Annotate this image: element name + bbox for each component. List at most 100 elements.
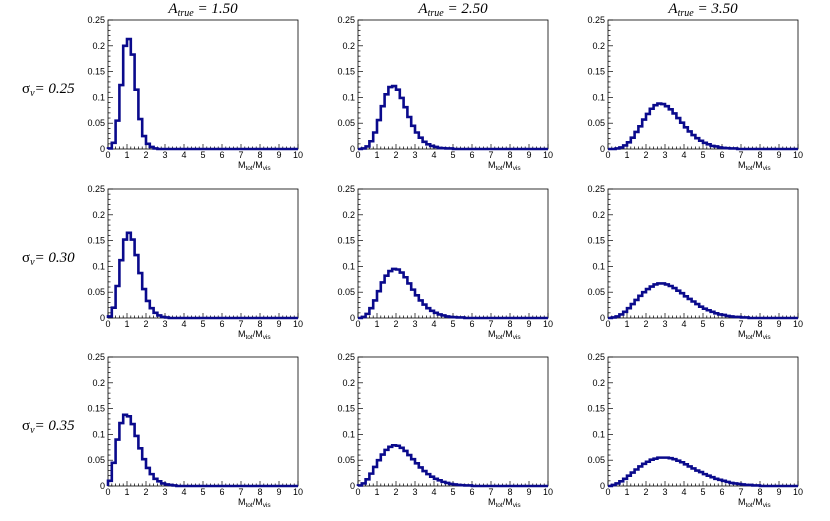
x-axis-label-sep: /M: [503, 329, 513, 339]
y-tick-label: 0.15: [587, 404, 605, 414]
x-tick-label: 4: [431, 319, 436, 329]
x-tick-label: 10: [543, 487, 553, 497]
x-tick-label: 5: [450, 487, 455, 497]
y-tick-label: 0.2: [592, 210, 605, 220]
y-tick-label: 0.15: [87, 236, 105, 246]
x-tick-label: 1: [624, 487, 629, 497]
x-tick-label: 9: [776, 150, 781, 160]
y-tick-label: 0.25: [87, 184, 105, 194]
x-tick-label: 4: [431, 487, 436, 497]
y-tick-label: 0: [600, 313, 605, 323]
x-tick-label: 5: [450, 319, 455, 329]
x-axis-label-sep: /M: [753, 329, 763, 339]
x-axis-label: Mtot/Mvis: [488, 160, 521, 172]
x-tick-label: 9: [776, 487, 781, 497]
plot-frame: [357, 188, 549, 319]
x-tick-label: 8: [257, 150, 262, 160]
x-tick-label: 9: [526, 487, 531, 497]
x-tick-label: 0: [105, 150, 110, 160]
x-axis-label-sub1: tot: [746, 165, 753, 172]
plot-frame: [357, 356, 549, 487]
y-tick-label: 0.1: [592, 261, 605, 271]
x-tick-label: 2: [143, 319, 148, 329]
x-tick-label: 5: [200, 319, 205, 329]
panel-r1-c2: 0 1 2 3 4 5 6 7 8 9 10 0 0.05 0.1 0.15 0.2 0.25 Mtot/Mvis: [337, 15, 553, 172]
column-title-base: A: [417, 1, 428, 17]
x-tick-label: 4: [681, 319, 686, 329]
x-tick-label: 7: [738, 319, 743, 329]
x-tick-label: 6: [719, 319, 724, 329]
x-tick-label: 2: [393, 319, 398, 329]
x-axis-label-main: M: [738, 497, 746, 507]
row-title-base: σ: [22, 250, 30, 266]
x-tick-label: 10: [293, 487, 303, 497]
y-tick-label: 0.25: [587, 184, 605, 194]
x-axis-label: Mtot/Mvis: [238, 329, 271, 341]
x-tick-label: 6: [219, 319, 224, 329]
x-tick-label: 6: [219, 487, 224, 497]
panel-r1-c3: 0 1 2 3 4 5 6 7 8 9 10 0 0.05 0.1 0.15 0.2 0.25 Mtot/Mvis: [587, 15, 803, 172]
row-title-2: σν= 0.30: [22, 250, 75, 268]
x-tick-label: 5: [700, 487, 705, 497]
x-axis-label-main: M: [738, 160, 746, 170]
x-tick-label: 10: [293, 319, 303, 329]
y-tick-label: 0.25: [87, 352, 105, 362]
y-tick-label: 0: [100, 481, 105, 491]
x-axis-label-main: M: [238, 160, 246, 170]
column-title-subscript: true: [428, 8, 445, 19]
x-axis-label-sub2: vis: [263, 334, 272, 341]
y-tick-label: 0: [600, 144, 605, 154]
y-tick-label: 0.25: [337, 352, 355, 362]
x-tick-label: 2: [143, 150, 148, 160]
x-tick-label: 9: [526, 319, 531, 329]
plot-frame: [607, 19, 799, 150]
x-tick-label: 1: [124, 150, 129, 160]
x-tick-label: 7: [488, 150, 493, 160]
histogram-series: [106, 413, 298, 488]
x-tick-label: 3: [162, 319, 167, 329]
x-axis-label-sep: /M: [753, 497, 763, 507]
y-tick-label: 0.25: [587, 15, 605, 25]
y-tick-label: 0.1: [342, 92, 355, 102]
x-tick-label: 5: [700, 150, 705, 160]
x-tick-label: 7: [238, 487, 243, 497]
column-title-subscript: true: [678, 8, 695, 19]
y-tick-label: 0: [350, 144, 355, 154]
y-tick-label: 0: [350, 313, 355, 323]
x-tick-label: 1: [374, 487, 379, 497]
plot-frame: [107, 356, 299, 487]
row-title-base: σ: [22, 81, 30, 97]
x-axis-label-sep: /M: [253, 497, 263, 507]
x-tick-label: 9: [276, 319, 281, 329]
x-axis-label-main: M: [238, 329, 246, 339]
x-tick-label: 6: [469, 150, 474, 160]
x-tick-label: 6: [469, 319, 474, 329]
row-title-value: = 0.30: [35, 250, 76, 266]
y-tick-label: 0.2: [342, 378, 355, 388]
y-tick-label: 0.15: [87, 67, 105, 77]
x-tick-label: 4: [431, 150, 436, 160]
x-axis-label-sub1: tot: [246, 502, 253, 509]
x-tick-label: 2: [643, 319, 648, 329]
panel-r2-c1: 0 1 2 3 4 5 6 7 8 9 10 0 0.05 0.1 0.15 0.2 0.25 Mtot/Mvis: [87, 184, 303, 341]
x-axis-label-main: M: [488, 160, 496, 170]
x-tick-label: 0: [355, 487, 360, 497]
x-tick-label: 4: [681, 487, 686, 497]
x-tick-label: 10: [543, 319, 553, 329]
x-axis-label-sub2: vis: [513, 165, 522, 172]
panel-r3-c1: 0 1 2 3 4 5 6 7 8 9 10 0 0.05 0.1 0.15 0.2 0.25 Mtot/Mvis: [87, 352, 303, 509]
x-axis-label-main: M: [238, 497, 246, 507]
x-axis-label: Mtot/Mvis: [738, 497, 771, 509]
x-axis-label-main: M: [488, 329, 496, 339]
x-tick-label: 1: [374, 319, 379, 329]
x-tick-label: 5: [200, 487, 205, 497]
column-title-value: = 3.50: [694, 1, 738, 17]
x-axis-label-sep: /M: [503, 160, 513, 170]
x-tick-label: 2: [643, 487, 648, 497]
x-tick-label: 7: [488, 487, 493, 497]
y-tick-label: 0.25: [337, 184, 355, 194]
histogram-series: [358, 84, 548, 151]
x-axis-label: Mtot/Mvis: [738, 160, 771, 172]
x-axis-label-sub1: tot: [496, 502, 503, 509]
